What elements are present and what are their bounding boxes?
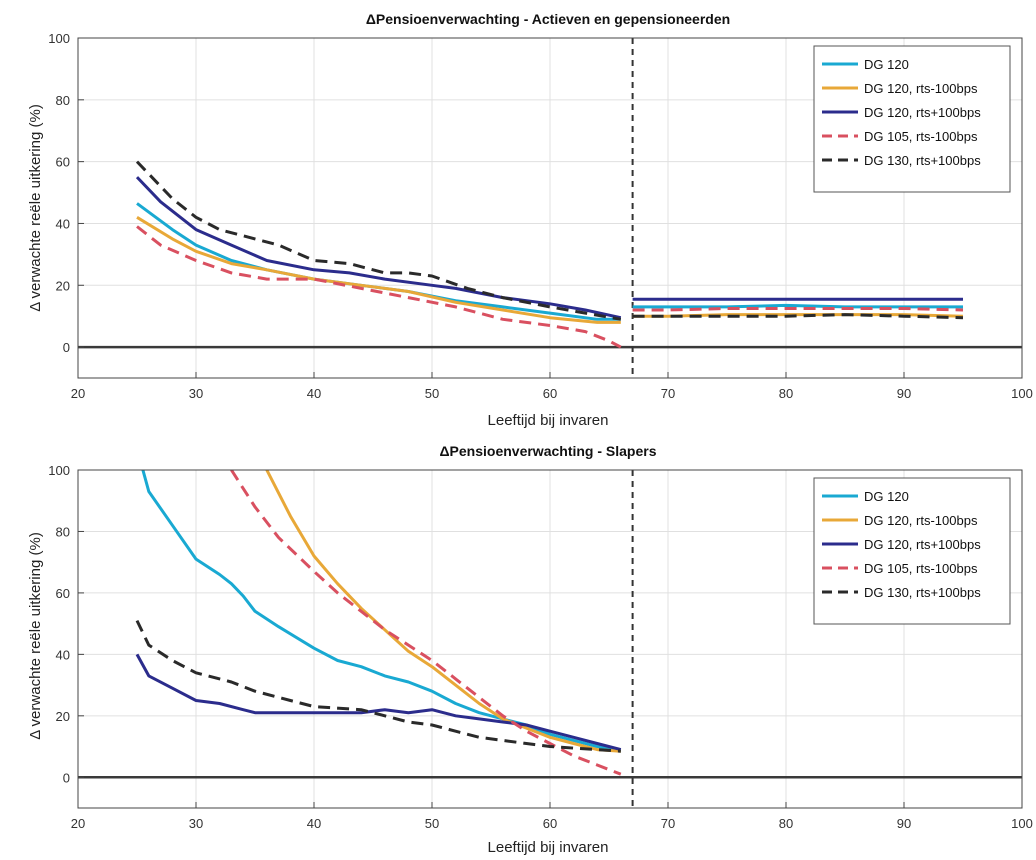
x-tick-label: 60 [543, 816, 557, 831]
y-tick-label: 40 [56, 216, 70, 231]
legend-box [813, 477, 1011, 625]
legend-label: DG 120, rts+100bps [864, 105, 981, 120]
series-line [632, 307, 964, 312]
x-tick-label: 90 [897, 816, 911, 831]
x-tick-label: 70 [661, 386, 675, 401]
series-line [632, 313, 964, 318]
series-group [135, 470, 622, 776]
y-tick-label: 0 [63, 340, 70, 355]
legend-label: DG 130, rts+100bps [864, 153, 981, 168]
chart-title: ΔPensioenverwachting - Actieven en gepen… [366, 11, 730, 27]
y-tick-label: 80 [56, 93, 70, 108]
y-tick-label: 20 [56, 709, 70, 724]
y-tick-label: 100 [48, 463, 70, 478]
series-line [135, 160, 622, 321]
x-axis-label: Leeftijd bij invaren [488, 839, 609, 856]
legend: DG 120 DG 120, rts-100bps DG 120, rts+100b… [813, 477, 1011, 625]
x-axis-label: Leeftijd bij invaren [488, 412, 609, 429]
legend-label: DG 120, rts-100bps [864, 81, 978, 96]
series-line [136, 216, 621, 324]
y-tick-label: 40 [56, 647, 70, 662]
y-axis-label: Δ verwachte reële uitkering (%) [27, 104, 44, 312]
series-group [135, 160, 964, 349]
x-tick-label: 20 [71, 386, 85, 401]
legend-box [813, 45, 1011, 193]
x-tick-label: 40 [307, 386, 321, 401]
chart-title: ΔPensioenverwachting - Slapers [439, 443, 656, 459]
x-tick-label: 100 [1011, 816, 1033, 831]
series-line [230, 470, 622, 776]
series-line [136, 225, 622, 349]
legend-label: DG 105, rts-100bps [864, 561, 978, 576]
series-line [265, 470, 621, 753]
x-tick-label: 80 [779, 386, 793, 401]
legend-label: DG 120 [864, 489, 909, 504]
y-tick-label: 60 [56, 155, 70, 170]
x-tick-label: 30 [189, 386, 203, 401]
legend: DG 120 DG 120, rts-100bps DG 120, rts+100b… [813, 45, 1011, 193]
series-line [632, 313, 964, 320]
x-tick-label: 90 [897, 386, 911, 401]
y-tick-label: 0 [63, 770, 70, 785]
y-tick-label: 20 [56, 278, 70, 293]
legend-label: DG 130, rts+100bps [864, 585, 981, 600]
y-tick-label: 80 [56, 524, 70, 539]
x-tick-label: 70 [661, 816, 675, 831]
x-tick-label: 30 [189, 816, 203, 831]
x-tick-label: 60 [543, 386, 557, 401]
series-line [135, 176, 622, 320]
chart-actieven: ΔPensioenverwachting - Actieven en gepen… [27, 11, 1033, 429]
chart-slapers: ΔPensioenverwachting - Slapers 20 30 40 50 6… [27, 443, 1033, 856]
legend-label: DG 120, rts+100bps [864, 537, 981, 552]
x-tick-label: 20 [71, 816, 85, 831]
series-line [135, 653, 622, 752]
y-axis-label: Δ verwachte reële uitkering (%) [27, 532, 44, 740]
x-tick-label: 40 [307, 816, 321, 831]
legend-label: DG 105, rts-100bps [864, 129, 978, 144]
series-line [632, 303, 963, 309]
legend-label: DG 120 [864, 57, 909, 72]
x-tick-label: 50 [425, 386, 439, 401]
legend-label: DG 120, rts-100bps [864, 513, 978, 528]
x-tick-label: 80 [779, 816, 793, 831]
x-tick-label: 50 [425, 816, 439, 831]
series-line [135, 619, 621, 753]
y-tick-label: 100 [48, 31, 70, 46]
y-tick-label: 60 [56, 586, 70, 601]
x-tick-label: 100 [1011, 386, 1033, 401]
